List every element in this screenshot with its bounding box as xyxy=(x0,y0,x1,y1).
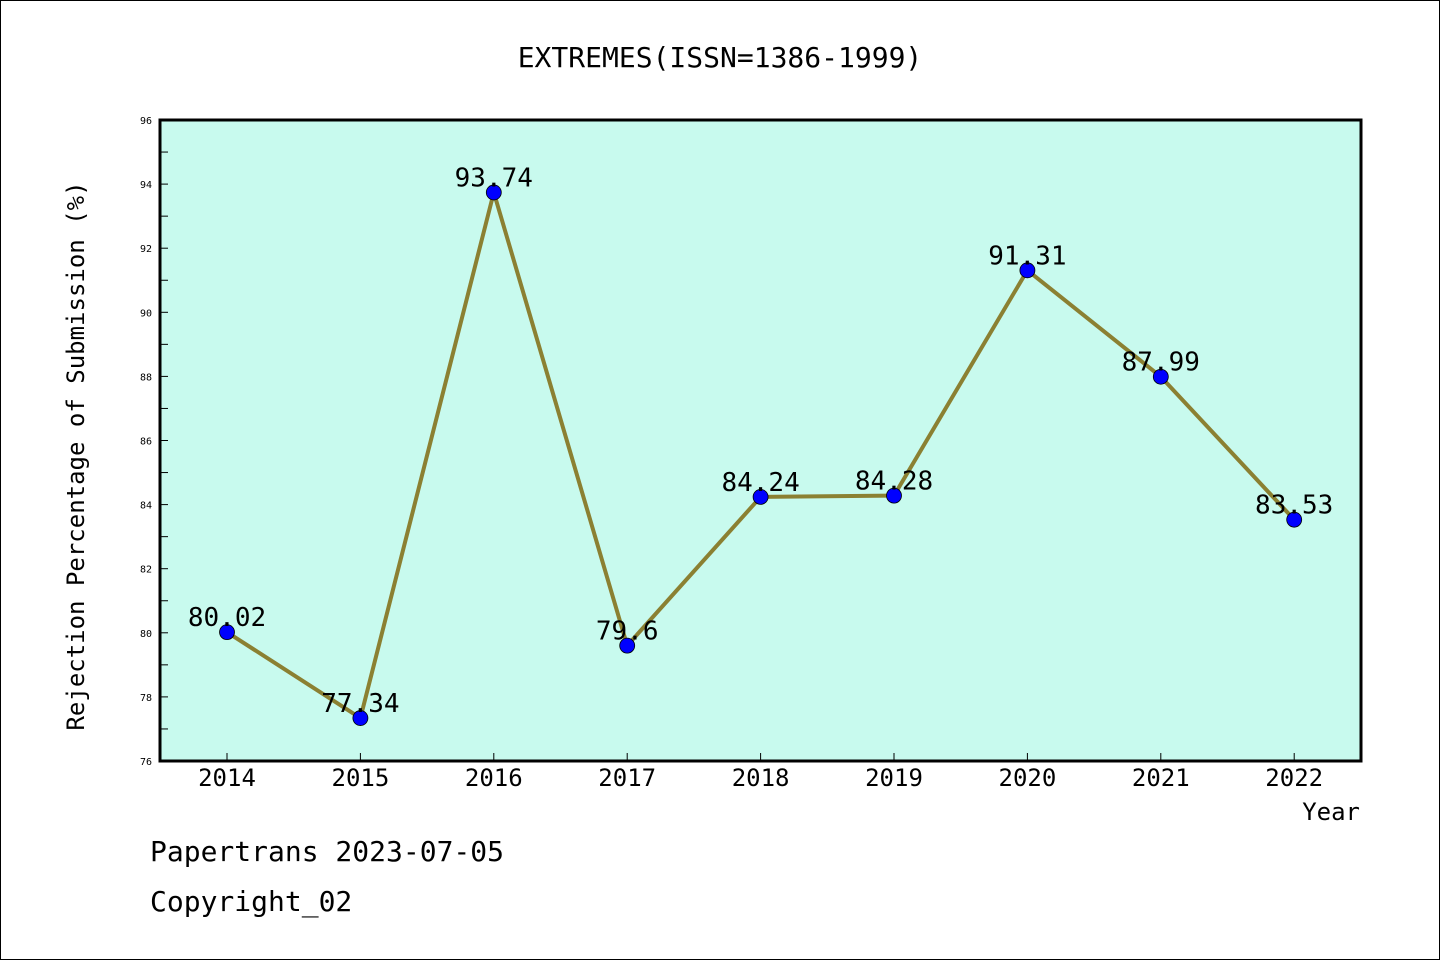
data-point-marker xyxy=(886,487,902,504)
y-tick-label: 80 xyxy=(140,629,152,640)
data-point-marker xyxy=(219,624,235,641)
x-tick-label: 2014 xyxy=(198,764,256,792)
data-point-marker xyxy=(1286,511,1303,528)
data-point-marker xyxy=(1152,368,1169,385)
data-point-marker xyxy=(752,489,769,505)
data-labels-group: 80.02 77.34 93.74 79.6 84.24 84.28 91.31 87.99 8… xyxy=(188,163,1333,719)
data-label: 84.28 xyxy=(855,467,933,497)
data-label: 80.02 xyxy=(188,603,266,633)
y-tick-label: 86 xyxy=(140,437,152,448)
footer-copyright: Copyright_02 xyxy=(150,885,353,918)
footer-publisher-date: Papertrans 2023-07-05 xyxy=(150,835,505,868)
y-tick-label: 90 xyxy=(140,308,152,319)
data-point-marker xyxy=(485,184,502,201)
x-axis-ticks: 2014 2015 2016 2017 2018 2019 2020 2021 2022 xyxy=(198,753,1323,792)
x-tick-label: 2022 xyxy=(1265,764,1323,792)
data-label: 84.24 xyxy=(721,468,799,498)
x-axis-label: Year xyxy=(1302,798,1360,826)
y-axis-label: Rejection Percentage of Submission (%) xyxy=(62,181,90,730)
y-axis-ticks: 76 78 80 82 84 86 88 90 92 94 96 xyxy=(140,116,168,768)
x-tick-label: 2021 xyxy=(1132,764,1190,792)
chart-title: EXTREMES(ISSN=1386-1999) xyxy=(518,41,923,74)
data-label: 83.53 xyxy=(1255,491,1333,521)
data-label: 93.74 xyxy=(455,163,533,193)
series-markers-group xyxy=(219,184,1303,726)
y-tick-label: 88 xyxy=(140,372,152,383)
x-tick-label: 2015 xyxy=(332,764,390,792)
data-label: 77.34 xyxy=(321,689,399,719)
x-tick-label: 2020 xyxy=(999,764,1057,792)
x-tick-label: 2018 xyxy=(732,764,790,792)
data-label: 91.31 xyxy=(988,241,1066,271)
plot-border xyxy=(158,118,1363,763)
data-label: 87.99 xyxy=(1122,348,1200,378)
y-tick-label: 84 xyxy=(140,501,152,512)
x-tick-label: 2016 xyxy=(465,764,523,792)
data-point-marker xyxy=(352,710,369,726)
data-point-marker xyxy=(619,637,636,654)
x-tick-label: 2017 xyxy=(598,764,656,792)
data-point-marker xyxy=(1019,262,1036,279)
y-tick-label: 76 xyxy=(140,757,152,768)
plot-area xyxy=(160,120,1361,761)
data-label: 79.6 xyxy=(596,617,659,647)
y-tick-label: 78 xyxy=(140,693,152,704)
y-tick-label: 94 xyxy=(140,180,152,191)
x-tick-label: 2019 xyxy=(865,764,923,792)
y-tick-label: 96 xyxy=(140,116,152,127)
y-tick-label: 92 xyxy=(140,244,152,255)
y-tick-label: 82 xyxy=(140,565,152,576)
